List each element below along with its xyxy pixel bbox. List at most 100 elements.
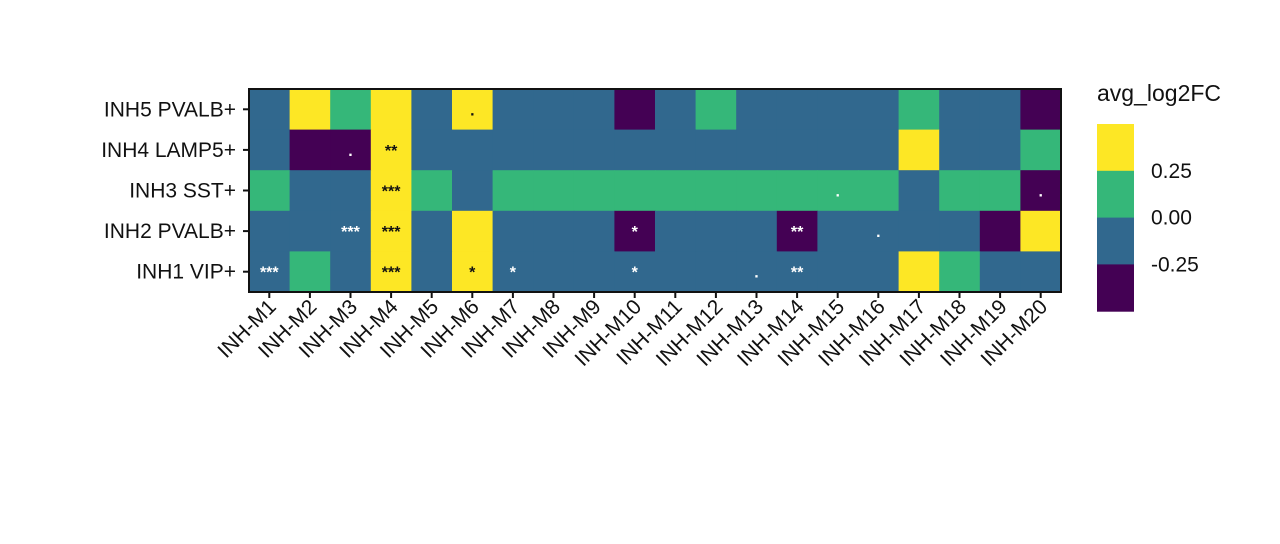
colorbar-bin [1097, 217, 1134, 265]
heatmap-cell [979, 129, 1021, 171]
y-tick-label: INH3 SST+ [129, 180, 236, 203]
heatmap-cell [1020, 210, 1062, 252]
y-tick-label: INH5 PVALB+ [104, 98, 236, 121]
significance-mark: . [470, 102, 474, 119]
heatmap-cell [858, 251, 900, 293]
heatmap-cell [655, 89, 697, 131]
heatmap-cell [898, 129, 940, 171]
heatmap-cell [939, 129, 981, 171]
significance-mark: . [348, 143, 352, 160]
heatmap-cell [452, 170, 494, 212]
heatmap-cell [979, 251, 1021, 293]
significance-mark: *** [382, 224, 401, 241]
heatmap-cell [655, 129, 697, 171]
heatmap-cell [411, 170, 453, 212]
significance-mark: . [835, 184, 839, 201]
heatmap-cell [655, 251, 697, 293]
heatmap-cell [411, 251, 453, 293]
heatmap-cell [695, 89, 737, 131]
heatmap-cell [614, 129, 656, 171]
heatmap-cell [573, 170, 615, 212]
heatmap-cell [939, 89, 981, 131]
significance-mark: *** [382, 184, 401, 201]
heatmap-cell [776, 89, 818, 131]
significance-mark: * [510, 265, 517, 282]
heatmap-cell [614, 251, 656, 293]
y-tick-label: INH4 LAMP5+ [101, 139, 236, 162]
heatmap-cell [370, 170, 412, 212]
heatmap-cell [817, 129, 859, 171]
heatmap-cell [533, 251, 575, 293]
heatmap-cell [330, 210, 372, 252]
heatmap-cell [492, 251, 534, 293]
heatmap-cell [533, 89, 575, 131]
significance-mark: . [754, 265, 758, 282]
heatmap-cell [776, 129, 818, 171]
heatmap-cell [655, 210, 697, 252]
colorbar-bin [1097, 124, 1134, 172]
heatmap-cell [695, 251, 737, 293]
heatmap-cell [979, 89, 1021, 131]
significance-mark: ** [791, 224, 804, 241]
heatmap-cell [695, 129, 737, 171]
heatmap-cell [289, 251, 331, 293]
significance-mark: * [632, 265, 639, 282]
heatmap-cell [330, 170, 372, 212]
heatmap-cell [776, 170, 818, 212]
heatmap-cell [492, 129, 534, 171]
heatmap-cell [452, 210, 494, 252]
heatmap-cell [249, 170, 291, 212]
heatmap-cell [736, 210, 778, 252]
heatmap-cell [898, 251, 940, 293]
heatmap-cell [858, 89, 900, 131]
heatmap-cell [1020, 170, 1062, 212]
heatmap-cell [614, 89, 656, 131]
heatmap-cell [370, 89, 412, 131]
heatmap-cell [249, 129, 291, 171]
heatmap-cell [939, 251, 981, 293]
significance-mark: * [469, 265, 476, 282]
heatmap-cell [817, 170, 859, 212]
heatmap-cell [573, 129, 615, 171]
heatmap-cell [330, 129, 372, 171]
significance-mark: *** [341, 224, 360, 241]
colorbar-bin [1097, 170, 1134, 219]
heatmap-cell [817, 89, 859, 131]
x-axis: INH-M1INH-M2INH-M3INH-M4INH-M5INH-M6INH-… [213, 292, 1052, 371]
heatmap-cell [695, 170, 737, 212]
significance-mark: . [876, 224, 880, 241]
heatmap-cell [898, 89, 940, 131]
legend-title: avg_log2FC [1097, 80, 1221, 106]
significance-mark: ** [791, 265, 804, 282]
significance-marks: .. *****. .*** *** * ** .*** *** * * *. ** [260, 102, 1043, 281]
heatmap-cell [452, 89, 494, 131]
colorbar-tick-label: 0.00 [1151, 207, 1192, 230]
heatmap-cell [249, 89, 291, 131]
heatmap-cell [614, 210, 656, 252]
heatmap-cell [939, 210, 981, 252]
heatmap-cell [979, 170, 1021, 212]
significance-mark: *** [260, 265, 279, 282]
heatmap-cell [898, 170, 940, 212]
heatmap-cell [249, 251, 291, 293]
heatmap-cell [289, 89, 331, 131]
heatmap-cell [695, 210, 737, 252]
y-tick-label: INH1 VIP+ [136, 261, 236, 284]
y-axis: INH5 PVALB+ INH4 LAMP5+ INH3 SST+ INH2 PVAL… [101, 98, 249, 284]
heatmap-cell [289, 210, 331, 252]
heatmap-cell [533, 210, 575, 252]
heatmap-cell [533, 170, 575, 212]
heatmap-cell [411, 129, 453, 171]
y-tick-label: INH2 PVALB+ [104, 220, 236, 243]
heatmap-cell [533, 129, 575, 171]
heatmap-cell [614, 170, 656, 212]
heatmap-cell [289, 129, 331, 171]
colorbar-legend: avg_log2FC 0.25 0.00 -0.25 [1097, 80, 1221, 312]
significance-mark: . [1038, 184, 1042, 201]
heatmap-cell [573, 251, 615, 293]
heatmap-cells [249, 89, 1062, 293]
heatmap-cell [858, 210, 900, 252]
heatmap-cell [411, 210, 453, 252]
heatmap-cell [492, 210, 534, 252]
